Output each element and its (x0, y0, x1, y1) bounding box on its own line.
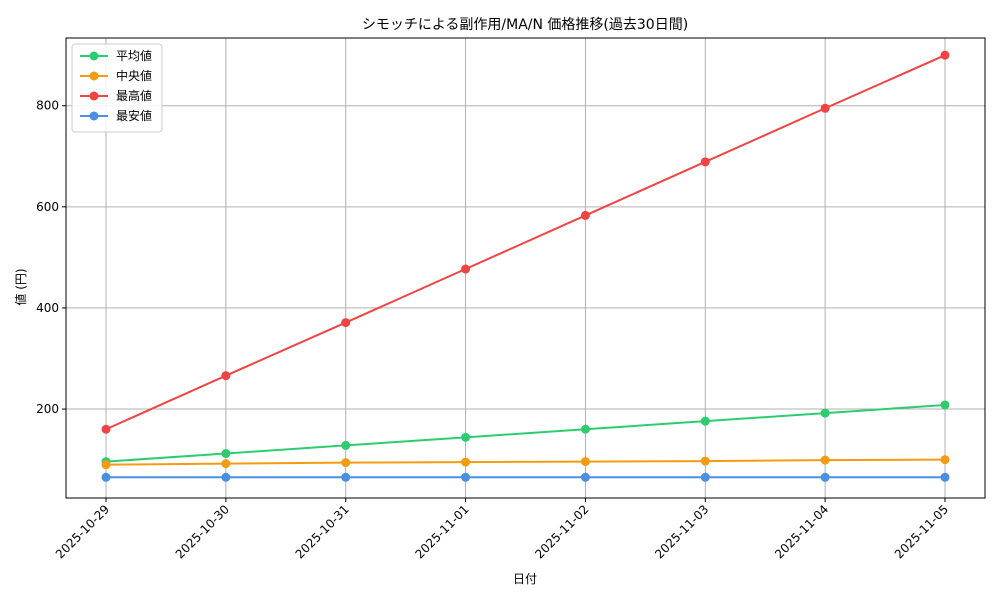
data-point (580, 457, 590, 467)
legend-marker (89, 111, 99, 121)
data-point (461, 457, 471, 467)
series-lines (101, 50, 950, 482)
legend-item: 最高値 (80, 88, 152, 103)
legend-item: 最安値 (80, 108, 152, 123)
data-point (221, 472, 231, 482)
grid (66, 38, 985, 498)
x-axis-label: 日付 (513, 572, 537, 586)
data-point (101, 424, 111, 434)
x-tick-label: 2025-11-01 (412, 502, 471, 561)
data-point (221, 449, 231, 459)
legend-item: 平均値 (80, 48, 152, 63)
data-point (580, 424, 590, 434)
series-2 (101, 50, 950, 434)
data-point (940, 400, 950, 410)
legend-label: 最高値 (116, 88, 152, 103)
legend-marker (89, 71, 99, 81)
x-tick-label: 2025-10-31 (293, 502, 352, 561)
series-line (105, 458, 946, 466)
data-point (700, 472, 710, 482)
data-point (101, 472, 111, 482)
x-tick-label: 2025-11-02 (532, 502, 591, 561)
plot-area-frame (65, 37, 986, 499)
data-point (940, 455, 950, 465)
data-point (341, 472, 351, 482)
series-0 (101, 400, 950, 467)
x-tick-label: 2025-10-30 (173, 502, 232, 561)
y-axis-label: 値 (円) (13, 268, 28, 305)
data-point (341, 458, 351, 468)
data-point (700, 157, 710, 167)
legend-marker (89, 51, 99, 61)
x-axis-ticks: 2025-10-29 2025-10-30 2025-10-31 2025-11-01… (53, 498, 951, 561)
legend-label: 平均値 (116, 48, 152, 63)
x-tick-label: 2025-11-04 (772, 502, 831, 561)
data-point (461, 432, 471, 442)
y-tick-label: 400 (36, 301, 59, 315)
data-point (820, 455, 830, 465)
data-point (101, 460, 111, 470)
legend-label: 最安値 (116, 108, 152, 123)
y-tick-label: 600 (36, 200, 59, 214)
data-point (461, 472, 471, 482)
legend-box (71, 43, 163, 133)
data-point (221, 459, 231, 469)
x-tick-label: 2025-11-03 (652, 502, 711, 561)
data-point (940, 50, 950, 60)
data-point (580, 472, 590, 482)
data-point (341, 440, 351, 450)
series-line (105, 403, 946, 463)
data-point (820, 103, 830, 113)
y-tick-label: 200 (36, 402, 59, 416)
data-point (221, 371, 231, 381)
series-3 (101, 472, 950, 482)
series-1 (101, 455, 950, 470)
x-tick-label: 2025-11-05 (892, 502, 951, 561)
data-point (700, 456, 710, 466)
y-axis-ticks: 200 400 600 800 (36, 99, 66, 416)
data-point (461, 264, 471, 274)
data-point (580, 210, 590, 220)
y-tick-label: 800 (36, 99, 59, 113)
data-point (820, 472, 830, 482)
x-tick-label: 2025-10-29 (53, 502, 112, 561)
legend-marker (89, 91, 99, 101)
chart-title: シモッチによる副作用/MA/N 価格推移(過去30日間) (362, 17, 688, 33)
legend-label: 中央値 (116, 68, 152, 83)
legend-item: 中央値 (80, 68, 152, 83)
series-line (105, 54, 946, 431)
data-point (940, 472, 950, 482)
data-point (820, 408, 830, 418)
data-point (341, 318, 351, 328)
data-point (700, 416, 710, 426)
